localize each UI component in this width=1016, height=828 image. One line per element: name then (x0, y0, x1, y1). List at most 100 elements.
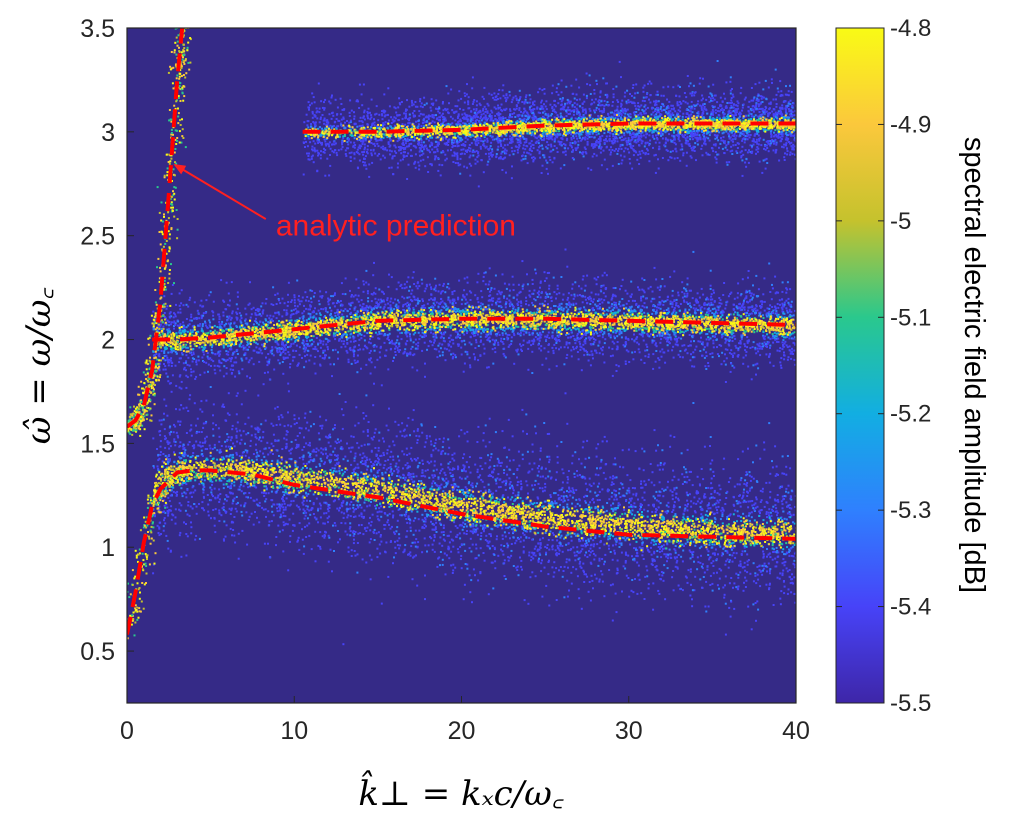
intensity-speck (310, 297, 312, 299)
intensity-speck (477, 297, 479, 299)
intensity-speck (488, 305, 490, 307)
intensity-speck (652, 291, 654, 293)
intensity-speck (582, 344, 584, 346)
intensity-speck (404, 348, 406, 350)
intensity-speck (673, 357, 675, 359)
intensity-speck (636, 330, 638, 332)
intensity-speck (690, 290, 692, 292)
intensity-speck (774, 339, 776, 341)
intensity-speck (742, 278, 744, 280)
intensity-speck (362, 280, 364, 282)
intensity-speck (646, 349, 648, 351)
intensity-speck (600, 289, 602, 291)
intensity-speck (328, 303, 330, 305)
intensity-speck (698, 305, 700, 307)
intensity-speck (672, 346, 674, 348)
intensity-speck (627, 328, 629, 330)
intensity-speck (525, 328, 527, 330)
intensity-speck (183, 325, 185, 327)
intensity-speck (655, 331, 657, 333)
intensity-speck (164, 365, 166, 367)
intensity-speck (408, 307, 410, 309)
intensity-speck (677, 292, 679, 294)
intensity-speck (670, 303, 672, 305)
intensity-speck (465, 313, 467, 315)
intensity-speck (388, 339, 390, 341)
intensity-speck (444, 291, 446, 293)
intensity-speck (496, 327, 498, 329)
intensity-speck (601, 349, 603, 351)
intensity-speck (747, 306, 749, 308)
intensity-speck (307, 343, 309, 345)
intensity-speck (490, 329, 492, 331)
intensity-speck (652, 329, 654, 331)
intensity-speck (374, 293, 376, 295)
intensity-speck (357, 316, 359, 318)
intensity-speck (389, 301, 391, 303)
intensity-speck (552, 332, 554, 334)
intensity-speck (610, 355, 612, 357)
intensity-speck (442, 354, 444, 356)
intensity-speck (760, 326, 762, 328)
intensity-speck (354, 360, 356, 362)
intensity-speck (706, 338, 708, 340)
intensity-speck (318, 310, 320, 312)
intensity-speck (507, 334, 509, 336)
intensity-speck (372, 336, 374, 338)
intensity-speck (771, 306, 773, 308)
intensity-speck (739, 303, 741, 305)
intensity-speck (763, 317, 765, 319)
intensity-speck (681, 345, 683, 347)
intensity-speck (548, 368, 550, 370)
intensity-speck (392, 302, 394, 304)
intensity-speck (407, 276, 409, 278)
intensity-speck (282, 373, 284, 375)
intensity-speck (597, 276, 599, 278)
intensity-speck (288, 339, 290, 341)
intensity-speck (366, 305, 368, 307)
intensity-speck (639, 351, 641, 353)
intensity-speck (625, 342, 627, 344)
intensity-speck (783, 358, 785, 360)
intensity-speck (745, 351, 747, 353)
intensity-speck (362, 303, 364, 305)
intensity-speck (398, 343, 400, 345)
intensity-speck (334, 312, 336, 314)
intensity-speck (713, 313, 715, 315)
intensity-speck (621, 331, 623, 333)
intensity-speck (762, 314, 764, 316)
intensity-speck (208, 364, 210, 366)
intensity-speck (602, 312, 604, 314)
intensity-speck (231, 317, 233, 319)
intensity-speck (397, 347, 399, 349)
intensity-speck (739, 340, 741, 342)
intensity-speck (185, 369, 187, 371)
intensity-speck (259, 352, 261, 354)
intensity-speck (211, 349, 213, 351)
intensity-speck (481, 296, 483, 298)
intensity-speck (192, 352, 194, 354)
intensity-speck (350, 333, 352, 335)
intensity-speck (643, 340, 645, 342)
intensity-speck (574, 295, 576, 297)
intensity-speck (614, 337, 616, 339)
intensity-speck (464, 278, 466, 280)
intensity-speck (791, 348, 793, 350)
intensity-speck (616, 348, 618, 350)
intensity-speck (597, 294, 599, 296)
intensity-speck (541, 328, 543, 330)
intensity-speck (208, 294, 210, 296)
intensity-speck (256, 322, 258, 324)
intensity-speck (182, 330, 184, 332)
intensity-speck (384, 342, 386, 344)
intensity-speck (722, 335, 724, 337)
intensity-speck (344, 346, 346, 348)
intensity-speck (527, 369, 529, 371)
intensity-speck (719, 344, 721, 346)
intensity-speck (661, 356, 663, 358)
intensity-speck (708, 328, 710, 330)
intensity-speck (237, 291, 239, 293)
intensity-speck (729, 336, 731, 338)
intensity-speck (528, 332, 530, 334)
intensity-speck (269, 359, 271, 361)
